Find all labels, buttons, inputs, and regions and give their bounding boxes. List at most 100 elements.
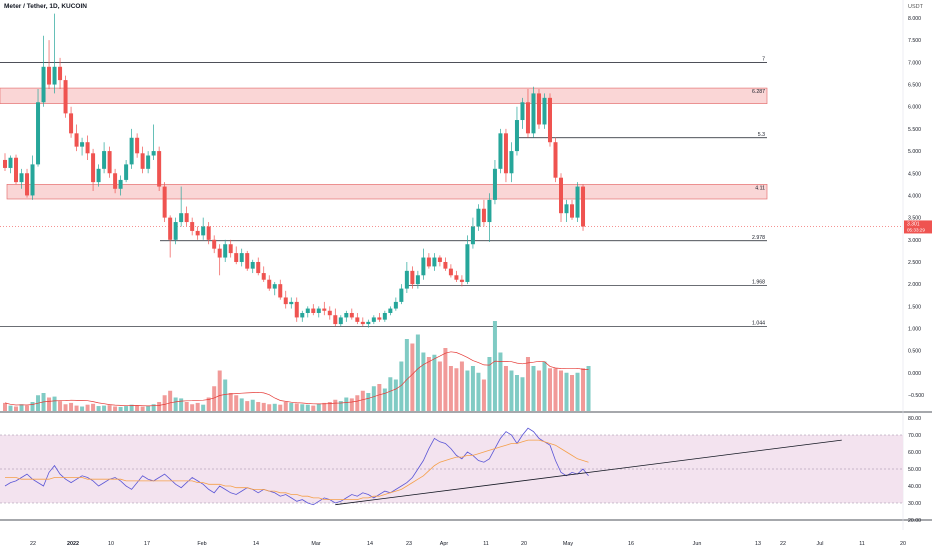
y-tick-label: 6.500 <box>908 83 921 89</box>
volume-bar <box>14 406 19 411</box>
y-tick-label: 5.000 <box>908 149 921 155</box>
y-tick-label: 7.500 <box>908 38 921 44</box>
volume-bar <box>256 402 261 411</box>
y-tick-label: 4.500 <box>908 171 921 177</box>
candle-body <box>382 312 387 320</box>
volume-bar <box>366 393 371 411</box>
candle-body <box>360 321 365 325</box>
candle <box>239 248 244 267</box>
candle-body <box>327 310 332 316</box>
volume-bar <box>498 352 503 411</box>
volume-bar <box>85 404 90 411</box>
volume-bar <box>520 377 525 411</box>
volume-bar <box>410 343 415 411</box>
candle <box>355 312 360 325</box>
candle-body <box>212 239 217 249</box>
volume-bar <box>30 402 35 411</box>
volume-bar <box>470 366 475 411</box>
candle <box>481 199 486 227</box>
volume-bar <box>581 368 586 411</box>
candle-body <box>559 177 564 214</box>
volume-bar <box>25 405 30 411</box>
candle <box>140 146 145 174</box>
candle <box>19 168 24 189</box>
volume-bar <box>239 398 244 411</box>
candle-body <box>547 97 552 143</box>
volume-bar <box>19 404 24 411</box>
volume-bar <box>349 398 354 411</box>
candle <box>503 128 508 183</box>
price-badge-countdown: 05:33:29 <box>907 227 925 232</box>
candle-body <box>129 137 134 165</box>
rsi-tick-label: 60.00 <box>908 450 921 456</box>
volume-bar <box>190 404 195 411</box>
volume-bar <box>91 403 96 411</box>
volume-bar <box>344 397 349 411</box>
candle <box>217 244 222 276</box>
candle-body <box>300 312 305 318</box>
volume-bar <box>250 399 255 411</box>
candle <box>250 259 255 274</box>
x-tick-label: 14 <box>367 541 373 547</box>
volume-bar <box>267 404 272 411</box>
candle <box>267 275 272 291</box>
candle-body <box>278 284 283 298</box>
candle-body <box>338 317 343 325</box>
level-label: 5.3 <box>758 132 765 138</box>
volume-bar <box>102 405 107 411</box>
volume-bar <box>575 372 580 411</box>
candle-body <box>454 275 459 280</box>
rsi-tick-label: 20.00 <box>908 518 921 524</box>
y-tick-label: 0.000 <box>908 371 921 377</box>
candle-body <box>19 173 24 183</box>
candle <box>69 106 74 138</box>
rsi-tick-label: 30.00 <box>908 501 921 507</box>
volume-bar <box>360 390 365 411</box>
candle-body <box>162 186 167 218</box>
candle <box>278 279 283 300</box>
candle <box>437 255 442 267</box>
candle-body <box>256 261 261 274</box>
candle-body <box>448 268 453 276</box>
candle-body <box>459 279 464 282</box>
candle-body <box>168 217 173 240</box>
candle <box>47 40 52 89</box>
candle-body <box>107 151 112 174</box>
candle-body <box>437 257 442 262</box>
candle-body <box>311 308 316 313</box>
candle-body <box>146 155 151 169</box>
candle <box>426 253 431 269</box>
candle <box>443 257 448 271</box>
y-tick-label: 3.000 <box>908 238 921 244</box>
volume-bar <box>206 397 211 411</box>
volume-bar <box>536 370 541 411</box>
candle <box>283 290 288 309</box>
candle-body <box>261 273 266 280</box>
candle <box>525 88 530 138</box>
candle <box>333 308 338 327</box>
volume-bar <box>69 402 74 411</box>
x-tick-label: 11 <box>859 541 865 547</box>
candle <box>85 135 90 160</box>
candle <box>487 193 492 243</box>
volume-bar <box>487 357 492 411</box>
volume-bar <box>388 377 393 411</box>
volume-bar <box>382 388 387 411</box>
candle-body <box>58 66 63 81</box>
candle <box>91 148 96 192</box>
candle-body <box>96 168 101 183</box>
candle <box>575 182 580 223</box>
y-tick-label: 7.000 <box>908 60 921 66</box>
volume-bar <box>311 405 316 411</box>
candle <box>107 146 112 178</box>
candle-body <box>30 164 35 196</box>
candle-body <box>91 153 96 183</box>
candle <box>102 142 107 174</box>
volume-bar <box>184 402 189 411</box>
candle-body <box>135 137 140 154</box>
volume-bar <box>476 372 481 411</box>
candle <box>382 310 387 322</box>
candle <box>300 310 305 322</box>
candle-body <box>157 151 162 187</box>
